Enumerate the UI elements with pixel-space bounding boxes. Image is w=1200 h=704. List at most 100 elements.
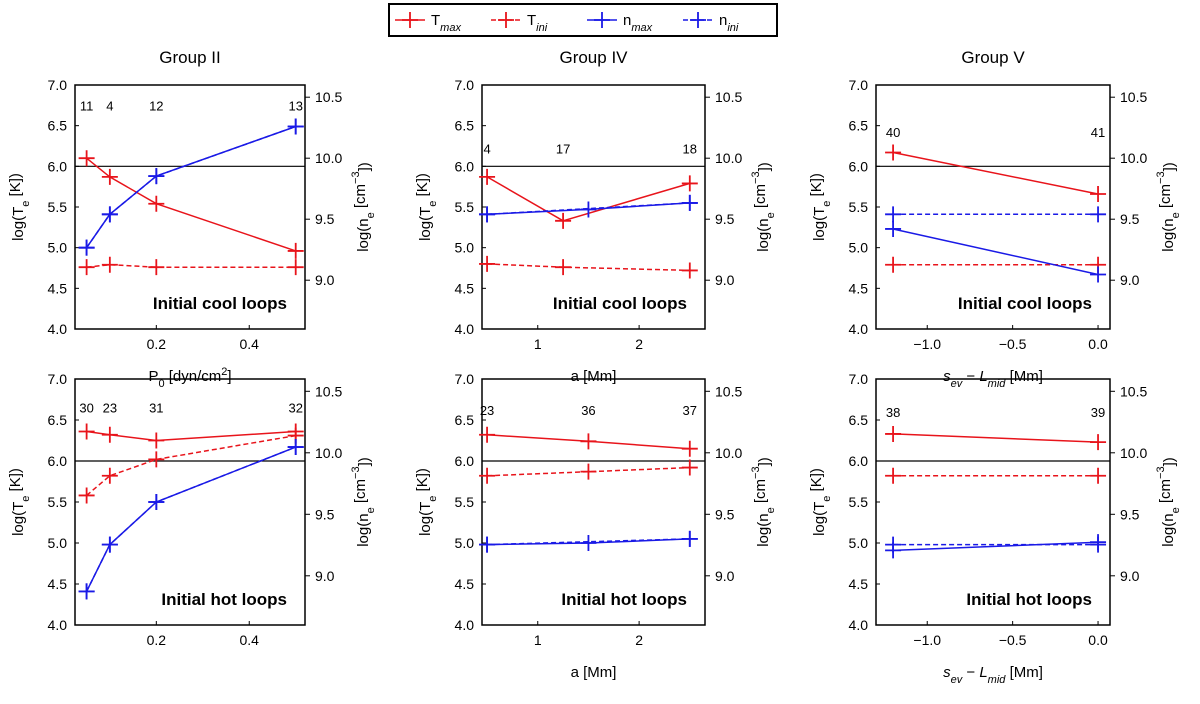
- case-label: 13: [288, 98, 302, 113]
- data-point: [681, 530, 698, 547]
- y-tick-label: 5.5: [48, 199, 68, 215]
- x-axis-label: sev − Lmid [Mm]: [943, 368, 1043, 390]
- case-label: 31: [149, 401, 163, 416]
- y2-tick-label: 10.5: [315, 383, 342, 399]
- case-label: 11: [80, 98, 94, 113]
- series-n-ini: [479, 194, 698, 223]
- panel-2: Group IV 4.0 4.5 5.0 5.5 6.0 6.5 7.0 9.0 9.5 10.0 1…: [414, 48, 777, 385]
- data-point: [580, 535, 597, 551]
- y2-axis-label: log(ne [cm−3]): [750, 457, 777, 547]
- data-point: [101, 206, 118, 223]
- y-tick-label: 4.0: [48, 617, 68, 633]
- series-n-ini: [885, 536, 1107, 553]
- y-tick-label: 4.5: [849, 280, 869, 296]
- y2-tick-label: 10.5: [315, 89, 342, 105]
- series-line: [487, 202, 690, 216]
- data-point: [1090, 206, 1107, 223]
- x-tick-label: 0.2: [147, 632, 167, 648]
- y2-tick-label: 9.5: [315, 506, 335, 522]
- series-t-max: [78, 150, 304, 259]
- data-point: [101, 536, 118, 553]
- data-point: [555, 212, 572, 229]
- y2-tick-label: 9.5: [715, 506, 735, 522]
- data-point: [148, 494, 165, 510]
- y-axis-label: log(Te [K]): [808, 173, 833, 241]
- y-tick-label: 5.5: [455, 494, 475, 510]
- series-line: [487, 538, 690, 546]
- data-point: [885, 220, 902, 237]
- data-point: [479, 168, 496, 185]
- data-point: [1090, 185, 1107, 202]
- x-axis-label: a [Mm]: [571, 368, 617, 385]
- y-tick-label: 5.0: [849, 535, 869, 551]
- legend-marker: [690, 12, 706, 28]
- data-point: [101, 467, 118, 484]
- x-tick-label: 2: [635, 336, 643, 352]
- y2-tick-label: 9.5: [315, 211, 335, 227]
- series-n-ini: [78, 118, 304, 256]
- data-point: [148, 432, 165, 449]
- data-point: [681, 194, 698, 211]
- y-tick-label: 7.0: [849, 371, 869, 387]
- y-tick-label: 4.0: [849, 617, 869, 633]
- case-label: 40: [886, 125, 900, 140]
- y-axis-label: log(Te [K]): [7, 173, 32, 241]
- legend-label: nmax: [623, 12, 653, 34]
- y-tick-label: 6.5: [48, 118, 68, 134]
- y-tick-label: 6.0: [849, 453, 869, 469]
- series-n-ini: [78, 439, 304, 600]
- data-point: [479, 536, 496, 553]
- case-label: 18: [683, 141, 697, 156]
- legend-marker: [498, 12, 514, 28]
- y-tick-label: 6.5: [48, 412, 68, 428]
- y-tick-label: 4.5: [455, 576, 475, 592]
- series-t-ini: [479, 255, 698, 279]
- loop-type-label: Initial hot loops: [966, 590, 1092, 609]
- data-point: [885, 425, 902, 442]
- case-label: 30: [79, 401, 93, 416]
- data-point: [479, 206, 496, 223]
- x-tick-label: 0.0: [1088, 632, 1108, 648]
- series-line: [85, 446, 296, 592]
- data-point: [101, 426, 118, 443]
- case-label: 37: [683, 403, 697, 418]
- case-label: 32: [288, 401, 302, 416]
- series-line: [86, 434, 296, 496]
- series-t-max: [78, 423, 304, 449]
- series-n-max: [78, 439, 304, 600]
- x-axis-label: P0 [dyn/cm2]: [148, 366, 231, 390]
- legend-entry-n-ini: nini: [683, 12, 739, 34]
- y-axis-label: log(Te [K]): [808, 468, 833, 536]
- series-n-ini: [479, 530, 698, 553]
- y2-tick-label: 10.0: [315, 150, 342, 166]
- legend-box: [388, 3, 778, 37]
- x-tick-label: −0.5: [999, 632, 1027, 648]
- series-line: [86, 157, 296, 252]
- y2-tick-label: 10.5: [1120, 89, 1147, 105]
- data-point: [885, 467, 902, 484]
- y-tick-label: 6.0: [455, 453, 475, 469]
- data-point: [885, 256, 902, 273]
- y-tick-label: 4.0: [455, 321, 475, 337]
- data-point: [148, 451, 165, 468]
- y2-axis-label: log(ne [cm−3]): [1155, 457, 1182, 547]
- y2-tick-label: 9.0: [315, 272, 335, 288]
- y2-axis-label: log(ne [cm−3]): [750, 162, 777, 252]
- x-tick-label: −0.5: [999, 336, 1027, 352]
- data-point: [287, 118, 304, 135]
- series-line: [85, 125, 296, 249]
- case-label: 39: [1091, 405, 1105, 420]
- plot-frame: [875, 84, 1111, 330]
- data-point: [580, 463, 597, 480]
- data-point: [78, 150, 95, 167]
- loop-type-label: Initial hot loops: [561, 590, 687, 609]
- legend-label: Tini: [527, 12, 548, 34]
- legend-entry-n-max: nmax: [587, 12, 653, 34]
- data-point: [580, 433, 597, 450]
- series-n-max: [479, 530, 698, 553]
- x-tick-label: 0.4: [240, 632, 260, 648]
- y-tick-label: 6.5: [455, 118, 475, 134]
- series-line: [892, 228, 1099, 276]
- panel-title: Group IV: [559, 48, 628, 67]
- data-point: [78, 487, 95, 504]
